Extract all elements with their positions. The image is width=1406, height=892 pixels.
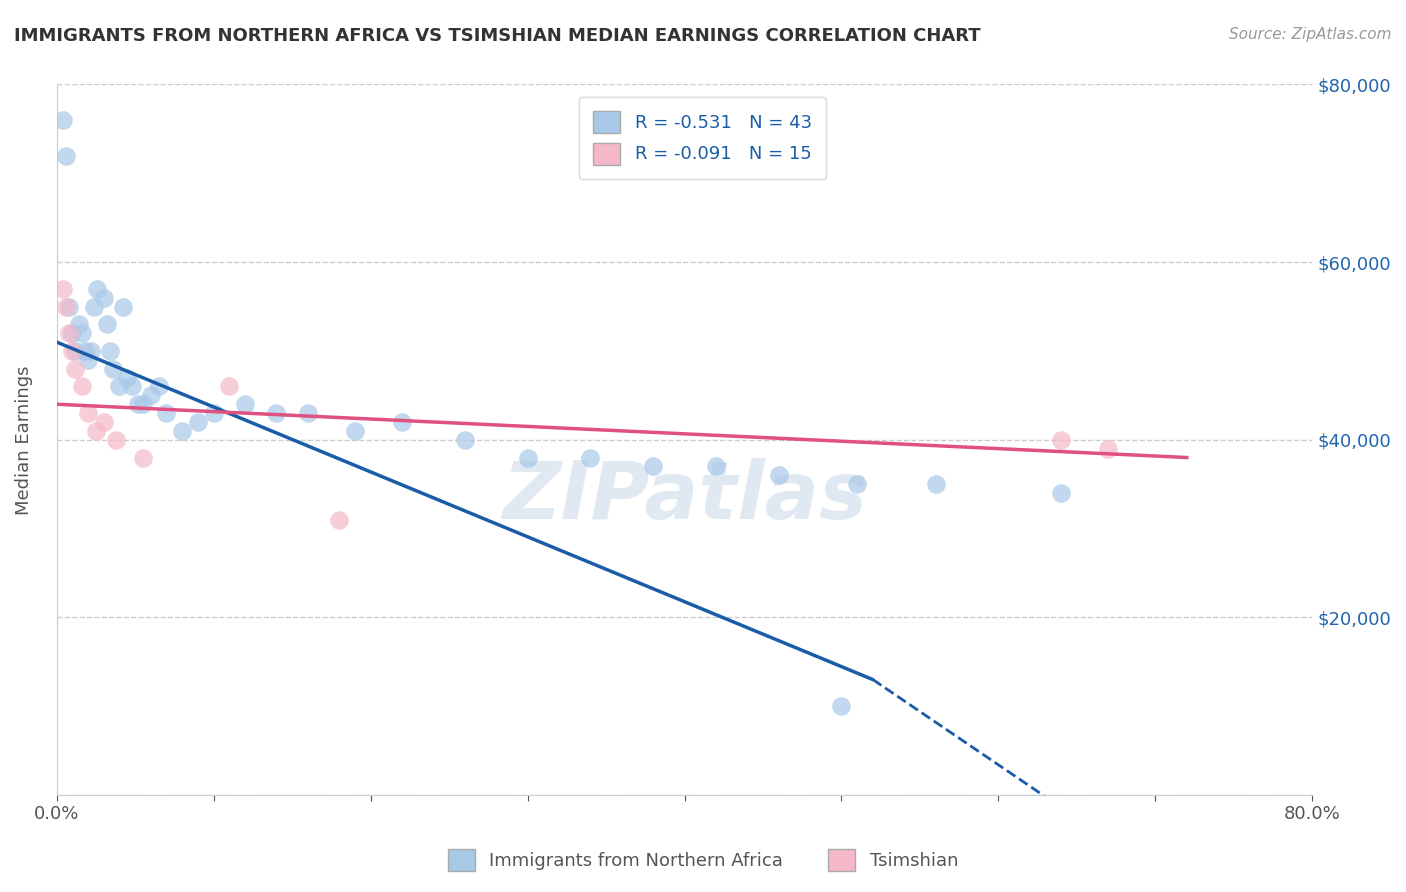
Point bbox=[60, 343, 83, 358]
Point bbox=[70, 379, 93, 393]
Point bbox=[58, 300, 80, 314]
Point bbox=[704, 459, 727, 474]
Point bbox=[60, 326, 83, 340]
Legend: R = -0.531   N = 43, R = -0.091   N = 15: R = -0.531 N = 43, R = -0.091 N = 15 bbox=[579, 97, 827, 179]
Point bbox=[148, 379, 170, 393]
Point bbox=[83, 300, 105, 314]
Point bbox=[98, 343, 121, 358]
Point bbox=[132, 450, 155, 465]
Point bbox=[924, 477, 946, 491]
Point bbox=[846, 477, 869, 491]
Point bbox=[1097, 442, 1119, 456]
Point bbox=[579, 450, 602, 465]
Point bbox=[1050, 433, 1073, 447]
Point bbox=[172, 424, 194, 438]
Point bbox=[127, 397, 149, 411]
Point bbox=[86, 282, 108, 296]
Point bbox=[55, 300, 77, 314]
Point bbox=[67, 318, 90, 332]
Point bbox=[830, 699, 852, 714]
Point bbox=[297, 406, 319, 420]
Point bbox=[77, 352, 100, 367]
Point bbox=[93, 291, 115, 305]
Text: Source: ZipAtlas.com: Source: ZipAtlas.com bbox=[1229, 27, 1392, 42]
Point bbox=[132, 397, 155, 411]
Point bbox=[84, 424, 107, 438]
Point bbox=[105, 433, 128, 447]
Point bbox=[80, 343, 103, 358]
Point bbox=[218, 379, 240, 393]
Point bbox=[52, 282, 75, 296]
Point bbox=[391, 415, 413, 429]
Point bbox=[187, 415, 209, 429]
Point bbox=[65, 343, 87, 358]
Y-axis label: Median Earnings: Median Earnings bbox=[15, 365, 32, 515]
Point bbox=[155, 406, 177, 420]
Point bbox=[96, 318, 118, 332]
Point bbox=[343, 424, 366, 438]
Point bbox=[55, 148, 77, 162]
Point bbox=[202, 406, 225, 420]
Point bbox=[65, 361, 87, 376]
Point bbox=[108, 379, 131, 393]
Point bbox=[70, 326, 93, 340]
Point bbox=[73, 343, 96, 358]
Point bbox=[1050, 486, 1073, 500]
Text: IMMIGRANTS FROM NORTHERN AFRICA VS TSIMSHIAN MEDIAN EARNINGS CORRELATION CHART: IMMIGRANTS FROM NORTHERN AFRICA VS TSIMS… bbox=[14, 27, 981, 45]
Point bbox=[52, 112, 75, 127]
Text: ZIPatlas: ZIPatlas bbox=[502, 458, 868, 535]
Point bbox=[77, 406, 100, 420]
Point bbox=[266, 406, 288, 420]
Point bbox=[93, 415, 115, 429]
Point bbox=[121, 379, 143, 393]
Point bbox=[643, 459, 665, 474]
Point bbox=[328, 513, 350, 527]
Point bbox=[117, 370, 139, 384]
Point bbox=[101, 361, 124, 376]
Point bbox=[516, 450, 538, 465]
Legend: Immigrants from Northern Africa, Tsimshian: Immigrants from Northern Africa, Tsimshi… bbox=[440, 842, 966, 879]
Point bbox=[58, 326, 80, 340]
Point bbox=[233, 397, 256, 411]
Point bbox=[454, 433, 477, 447]
Point bbox=[111, 300, 134, 314]
Point bbox=[139, 388, 162, 402]
Point bbox=[768, 468, 790, 483]
